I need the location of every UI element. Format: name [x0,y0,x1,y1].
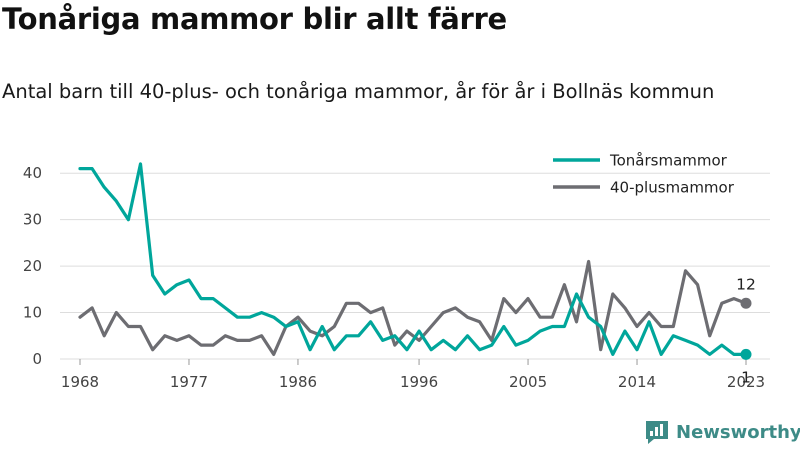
x-tick-label: 2014 [618,373,656,391]
series-line-tonarsmammor [78,162,748,356]
end-marker-tonarsmammor [740,348,752,360]
x-tick-label: 1996 [400,373,438,391]
end-markers: 1 12 [736,275,756,386]
brand: Newsworthy [644,419,800,445]
x-tick-label: 2023 [727,373,765,391]
y-tick-label: 20 [23,257,42,275]
y-axis-ticks: 0 10 20 30 40 [23,164,42,368]
legend: Tonårsmammor 40-plusmammor [553,152,735,197]
series-lines [78,162,748,356]
y-tick-label: 10 [23,304,42,322]
end-marker-plusmammor [740,297,752,309]
grid-lines [60,172,770,360]
legend-label: Tonårsmammor [609,152,728,170]
y-tick-label: 30 [23,211,42,229]
newsworthy-logo-icon [646,421,668,444]
series-line-plusmammor [78,259,748,356]
x-tick-label: 1977 [170,373,208,391]
end-value-label: 12 [736,275,756,293]
y-tick-label: 40 [23,164,42,182]
x-tick-label: 1986 [279,373,317,391]
y-tick-label: 0 [32,350,42,368]
chart-title: Tonåriga mammor blir allt färre [2,2,507,36]
x-axis-ticks: 1968 1977 1986 1996 2005 2014 2023 [61,359,765,391]
legend-label: 40-plusmammor [610,179,735,197]
brand-name: Newsworthy [676,421,800,443]
x-tick-label: 2005 [509,373,547,391]
chart-subtitle: Antal barn till 40-plus- och tonåriga ma… [2,80,715,103]
x-tick-label: 1968 [61,373,99,391]
end-value-label: 1 [741,368,751,386]
